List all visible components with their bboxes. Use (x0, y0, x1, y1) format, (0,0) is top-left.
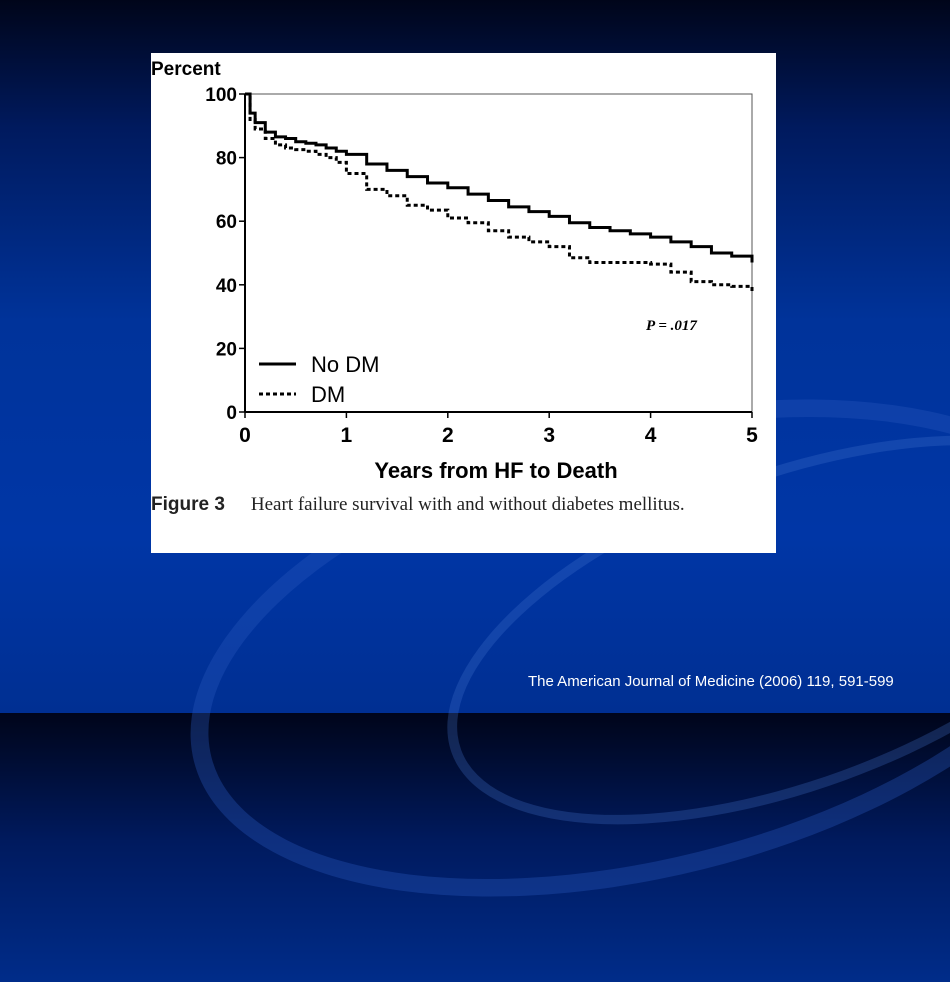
legend-label: No DM (311, 352, 379, 377)
figure-caption: Figure 3 Heart failure survival with and … (151, 492, 756, 518)
x-tick-label: 3 (543, 424, 555, 447)
p-value-annotation: P = .017 (646, 318, 697, 334)
plot-axes: 0 20 40 60 80 100 0 1 2 3 4 5 (205, 85, 758, 447)
y-tick-label: 80 (216, 149, 237, 170)
legend-label: DM (311, 382, 345, 407)
x-axis-label: Years from HF to Death (374, 458, 617, 483)
legend: No DM DM (259, 352, 379, 407)
x-tick-label: 4 (645, 424, 657, 447)
figure-caption-text: Heart failure survival with and without … (250, 494, 685, 515)
series-line-no-dm (245, 92, 754, 263)
figure-panel: Percent Years from HF to Death P = .017 … (151, 53, 776, 553)
figure-label: Figure 3 (151, 494, 225, 515)
series-layer (245, 92, 754, 293)
x-tick-label: 5 (746, 424, 758, 447)
y-tick-label: 40 (216, 276, 237, 297)
x-tick-label: 1 (341, 424, 353, 447)
y-tick-label: 20 (216, 339, 237, 360)
survival-chart: Percent Years from HF to Death P = .017 … (151, 59, 758, 483)
x-tick-label: 0 (239, 424, 251, 447)
series-line-dm (245, 92, 754, 293)
y-tick-label: 100 (205, 85, 237, 106)
x-tick-label: 2 (442, 424, 454, 447)
y-tick-label: 60 (216, 212, 237, 233)
y-tick-label: 0 (226, 403, 237, 424)
y-axis-label: Percent (151, 59, 221, 80)
citation: The American Journal of Medicine (2006) … (528, 673, 894, 690)
